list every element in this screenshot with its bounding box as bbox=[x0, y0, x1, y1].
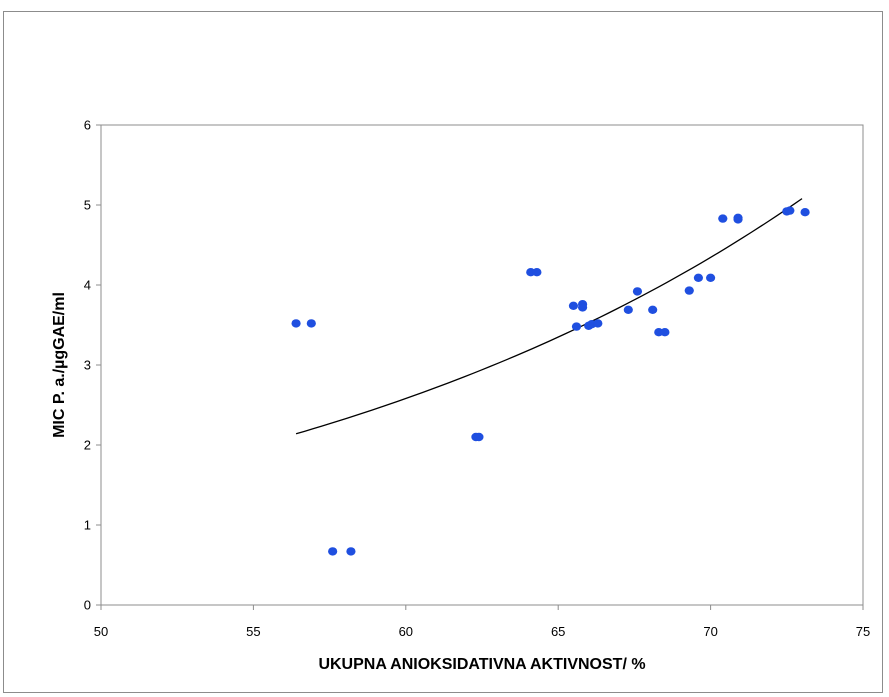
data-point bbox=[623, 305, 633, 314]
data-point bbox=[568, 301, 579, 310]
data-point bbox=[593, 319, 603, 328]
data-point bbox=[660, 328, 670, 337]
data-point bbox=[632, 287, 643, 296]
data-point bbox=[733, 215, 743, 224]
data-point bbox=[693, 273, 704, 282]
data-point bbox=[800, 208, 810, 217]
plot-area bbox=[100, 124, 864, 606]
data-point bbox=[648, 305, 658, 314]
data-point bbox=[474, 432, 484, 442]
trendline bbox=[295, 198, 803, 435]
data-point bbox=[718, 214, 728, 223]
data-point bbox=[306, 319, 316, 328]
data-point bbox=[532, 268, 542, 277]
data-point bbox=[684, 286, 694, 295]
data-point bbox=[706, 273, 716, 282]
y-axis-title: MIC P. a./µgGAE/ml bbox=[51, 292, 68, 438]
trendline-group bbox=[295, 198, 803, 435]
x-tick-label: 50 bbox=[94, 624, 108, 639]
y-tick-label: 4 bbox=[84, 278, 91, 293]
x-tick-label: 60 bbox=[399, 624, 413, 639]
data-point bbox=[577, 303, 588, 312]
data-point bbox=[571, 322, 582, 331]
y-tick-label: 1 bbox=[84, 518, 91, 533]
y-tick-label: 2 bbox=[84, 438, 91, 453]
x-tick-label: 65 bbox=[551, 624, 565, 639]
data-point bbox=[291, 319, 301, 328]
data-point bbox=[346, 547, 356, 556]
y-tick-label: 6 bbox=[84, 118, 91, 133]
x-axis-title: UKUPNA ANIOKSIDATIVNA AKTIVNOST/ % bbox=[318, 656, 645, 673]
x-tick-label: 55 bbox=[246, 624, 260, 639]
y-tick-label: 3 bbox=[84, 358, 91, 373]
axes: 0 1 2 3 4 5 6 50 55 60 65 70 75 bbox=[84, 118, 870, 640]
y-tick-label: 0 bbox=[84, 598, 91, 613]
data-point bbox=[328, 547, 338, 556]
data-point bbox=[785, 206, 795, 215]
x-tick-label: 70 bbox=[703, 624, 717, 639]
x-tick-label: 75 bbox=[856, 624, 870, 639]
y-tick-label: 5 bbox=[84, 198, 91, 213]
data-points bbox=[291, 206, 810, 556]
